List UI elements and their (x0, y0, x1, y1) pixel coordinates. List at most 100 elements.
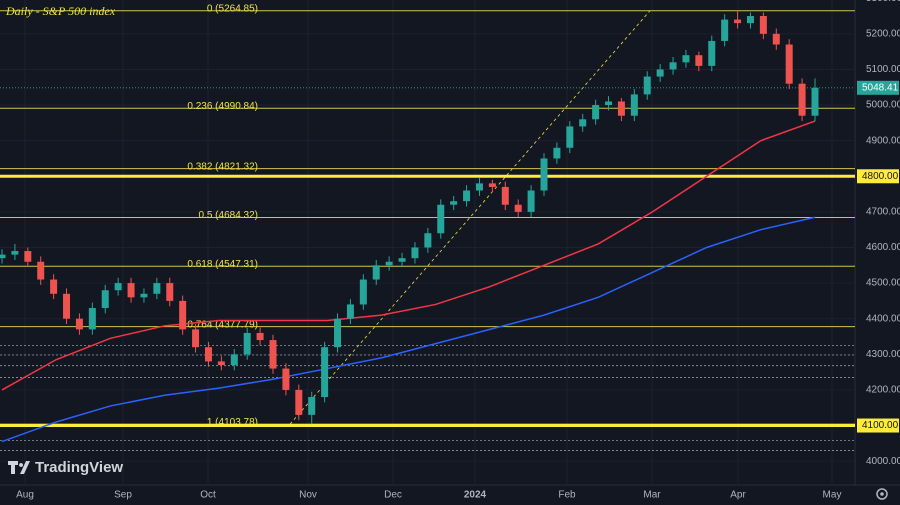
last-price-label: 5048.41 (862, 82, 899, 93)
candle-body (811, 87, 819, 116)
candle-body (372, 265, 380, 280)
candle-body (450, 201, 458, 205)
y-tick-label: 5200.00 (866, 28, 900, 39)
candle-body (759, 16, 767, 34)
moving-average (1, 216, 816, 443)
candle-body (295, 389, 303, 415)
candle-body (334, 318, 342, 348)
key-level-label: 4800.00 (862, 171, 899, 182)
fib-label: 0.382 (4821.32) (187, 161, 258, 172)
fib-label: 1 (4103.78) (207, 417, 258, 428)
candle-body (772, 33, 780, 45)
chart-title: Daily - S&P 500 index (5, 4, 116, 18)
candle-body (230, 354, 238, 365)
gear[interactable] (876, 488, 888, 500)
candle-body (217, 361, 225, 365)
candle-body (114, 283, 122, 291)
x-tick-label: Apr (730, 490, 746, 501)
candle-body (514, 204, 522, 212)
fib-trend-line (289, 10, 651, 425)
key-level-tag (857, 418, 899, 433)
candle-body (359, 279, 367, 305)
candle-body (527, 190, 535, 212)
candle-body (734, 19, 742, 24)
candle-body (721, 19, 729, 41)
x-tick-label: May (823, 490, 842, 501)
gear-center (880, 492, 884, 496)
candle-body (579, 119, 587, 127)
candle-body (656, 69, 664, 77)
candle-body (282, 368, 290, 390)
candle-body (204, 347, 212, 362)
y-tick-label: 5300.00 (866, 0, 900, 4)
candle-body (592, 105, 600, 120)
candle-body (101, 290, 109, 309)
candle-body (243, 332, 251, 355)
candle-body (37, 261, 45, 280)
fib-label: 0 (5264.85) (207, 3, 258, 14)
y-tick-label: 4400.00 (866, 313, 900, 324)
candle-body (346, 304, 354, 319)
candle-body (785, 44, 793, 84)
candle-body (24, 251, 32, 262)
x-tick-label: Oct (200, 490, 216, 501)
candle-body (179, 300, 187, 330)
candle-body (256, 332, 264, 341)
x-tick-label: Mar (643, 490, 661, 501)
key-level-label: 4100.00 (862, 420, 899, 431)
logo-icon (8, 461, 30, 474)
candle-body (166, 283, 174, 301)
candle-body (488, 183, 496, 187)
y-tick-label: 4300.00 (866, 349, 900, 360)
candle-body (11, 251, 19, 255)
x-tick-label: Feb (558, 490, 576, 501)
y-tick-label: 4500.00 (866, 278, 900, 289)
candle-body (0, 254, 6, 259)
candle-body (424, 233, 432, 248)
candle-body (708, 40, 716, 66)
candle-body (540, 158, 548, 191)
candle-body (385, 261, 393, 266)
candle-body (153, 283, 161, 294)
fib-label: 0.5 (4684.32) (199, 210, 259, 221)
candle-body (669, 62, 677, 70)
settings-icon[interactable] (876, 488, 888, 500)
x-tick-label: 2024 (464, 490, 487, 501)
x-tick-label: Dec (384, 490, 402, 501)
y-tick-label: 5100.00 (866, 64, 900, 75)
candle-body (605, 101, 613, 106)
candle-body (269, 340, 277, 369)
axis: Aug Sep Oct Nov Dec 2024 Feb Mar Apr May 4000.00 42… (16, 0, 900, 501)
brand: TradingView (35, 459, 123, 476)
last-price-tag (857, 80, 899, 95)
y-tick-label: 4600.00 (866, 242, 900, 253)
levels: 0 (5264.85) 0.236 (4990.84) 0.382 (4821.32… (0, 3, 855, 451)
candle-body (308, 397, 316, 415)
candle-body (50, 279, 58, 294)
candle-body (553, 147, 561, 159)
x-tick-label: Nov (299, 490, 317, 501)
candle-body (75, 318, 83, 330)
y-tick-label: 4000.00 (866, 456, 900, 467)
candle-body (682, 55, 690, 63)
candle-body (630, 94, 638, 116)
y-tick-label: 4700.00 (866, 207, 900, 218)
fib-label: 0.764 (4377.79) (187, 319, 258, 330)
candle-body (321, 347, 329, 398)
moving-average (1, 120, 816, 391)
plot (0, 10, 819, 443)
fib-label: 0.236 (4990.84) (187, 101, 258, 112)
candle-body (411, 247, 419, 259)
logo: TradingView (8, 459, 123, 476)
candle-body (127, 283, 135, 298)
candle-body (566, 126, 574, 148)
candle-body (398, 258, 406, 262)
fib-label: 0.618 (4547.31) (187, 259, 258, 270)
candle-body (475, 183, 483, 191)
candle-body (617, 101, 625, 116)
candle-body (643, 76, 651, 95)
candle-body (463, 190, 471, 202)
candle-body (88, 308, 96, 330)
